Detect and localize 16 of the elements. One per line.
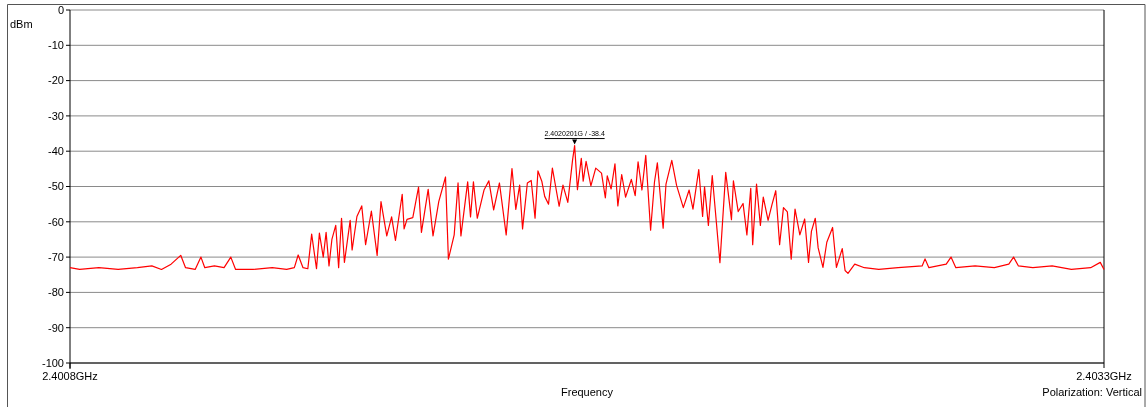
x-tick-label: 2.4008GHz xyxy=(42,370,98,382)
y-tick-label: -50 xyxy=(48,180,64,193)
y-tick-label: -10 xyxy=(48,39,64,52)
y-axis-title: dBm xyxy=(10,18,33,30)
y-tick-label: -30 xyxy=(48,109,64,122)
x-tick-label: 2.4033GHz xyxy=(1076,370,1132,382)
y-tick-label: -80 xyxy=(48,286,64,299)
y-tick-label: -20 xyxy=(48,74,64,87)
text: Polarization: Vertical xyxy=(1042,386,1142,398)
y-tick-label: -90 xyxy=(48,321,64,334)
y-tick-label: -60 xyxy=(48,215,64,228)
x-axis-title: Frequency xyxy=(561,386,614,398)
y-tick-label: -100 xyxy=(41,356,64,369)
y-tick-label: -70 xyxy=(48,250,64,263)
y-tick-label: -40 xyxy=(48,145,64,158)
y-tick-label: 0 xyxy=(57,3,64,16)
